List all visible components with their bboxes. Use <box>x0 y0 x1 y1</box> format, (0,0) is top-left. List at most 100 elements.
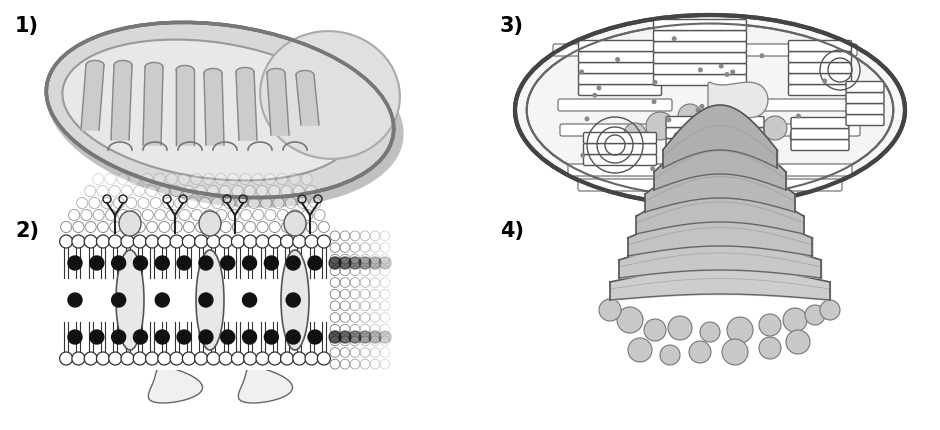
Circle shape <box>350 336 360 346</box>
Circle shape <box>660 345 680 365</box>
Circle shape <box>651 100 656 105</box>
Circle shape <box>370 255 380 264</box>
Circle shape <box>727 317 753 343</box>
Circle shape <box>208 222 219 233</box>
FancyBboxPatch shape <box>846 104 884 115</box>
Circle shape <box>306 222 317 233</box>
FancyBboxPatch shape <box>666 128 764 139</box>
Circle shape <box>269 222 280 233</box>
Circle shape <box>273 198 284 209</box>
Polygon shape <box>239 367 292 403</box>
Circle shape <box>241 210 252 221</box>
Circle shape <box>130 174 140 185</box>
Circle shape <box>672 37 677 42</box>
Circle shape <box>700 322 720 342</box>
FancyBboxPatch shape <box>789 41 852 52</box>
Circle shape <box>150 198 162 209</box>
Ellipse shape <box>281 250 309 350</box>
Circle shape <box>759 337 781 359</box>
Circle shape <box>350 359 360 369</box>
Circle shape <box>248 198 259 209</box>
Circle shape <box>154 174 165 185</box>
Circle shape <box>340 359 350 369</box>
Circle shape <box>380 325 390 334</box>
Circle shape <box>142 210 153 221</box>
FancyBboxPatch shape <box>560 125 672 137</box>
Circle shape <box>380 290 390 299</box>
FancyBboxPatch shape <box>791 129 849 140</box>
Circle shape <box>370 243 380 253</box>
Circle shape <box>294 222 305 233</box>
Circle shape <box>330 336 340 346</box>
Circle shape <box>302 210 313 221</box>
Circle shape <box>350 231 360 241</box>
Circle shape <box>112 256 126 270</box>
Polygon shape <box>267 69 289 136</box>
Circle shape <box>121 236 134 249</box>
Circle shape <box>349 331 361 343</box>
Circle shape <box>298 198 308 209</box>
Circle shape <box>329 331 341 343</box>
Circle shape <box>231 236 244 249</box>
FancyBboxPatch shape <box>666 150 764 161</box>
Circle shape <box>796 114 801 119</box>
Polygon shape <box>176 66 194 146</box>
FancyBboxPatch shape <box>584 133 656 144</box>
Ellipse shape <box>119 212 141 237</box>
Circle shape <box>719 64 724 69</box>
Circle shape <box>360 325 369 334</box>
Circle shape <box>166 174 178 185</box>
FancyBboxPatch shape <box>558 100 672 112</box>
Circle shape <box>163 198 174 209</box>
Circle shape <box>734 114 756 136</box>
Circle shape <box>678 105 702 129</box>
Circle shape <box>208 186 218 197</box>
Circle shape <box>617 307 643 333</box>
Circle shape <box>109 352 121 365</box>
Circle shape <box>260 198 272 209</box>
Circle shape <box>379 331 391 343</box>
Circle shape <box>114 198 124 209</box>
Circle shape <box>286 293 300 307</box>
FancyBboxPatch shape <box>653 43 746 53</box>
Circle shape <box>370 336 380 346</box>
Circle shape <box>71 236 85 249</box>
Circle shape <box>360 243 369 253</box>
Circle shape <box>628 338 652 362</box>
Text: 4): 4) <box>500 221 524 240</box>
FancyBboxPatch shape <box>653 64 746 75</box>
Circle shape <box>232 222 243 233</box>
Circle shape <box>306 236 318 249</box>
Circle shape <box>666 118 671 123</box>
FancyBboxPatch shape <box>578 63 662 74</box>
FancyBboxPatch shape <box>578 41 662 52</box>
Circle shape <box>130 210 141 221</box>
Ellipse shape <box>199 212 221 237</box>
Circle shape <box>207 236 220 249</box>
Ellipse shape <box>284 212 306 237</box>
Circle shape <box>624 124 646 146</box>
Circle shape <box>760 54 764 59</box>
Circle shape <box>712 109 716 114</box>
Circle shape <box>85 352 97 365</box>
FancyBboxPatch shape <box>653 75 746 86</box>
Circle shape <box>380 278 390 288</box>
Circle shape <box>330 313 340 322</box>
Circle shape <box>369 258 381 269</box>
Circle shape <box>97 236 109 249</box>
Circle shape <box>329 258 341 269</box>
Circle shape <box>89 198 100 209</box>
Circle shape <box>196 222 207 233</box>
Circle shape <box>318 352 330 365</box>
Circle shape <box>68 330 82 344</box>
Circle shape <box>360 278 369 288</box>
FancyBboxPatch shape <box>578 74 662 85</box>
Circle shape <box>155 330 169 344</box>
Circle shape <box>196 186 206 197</box>
Circle shape <box>308 256 322 270</box>
Circle shape <box>330 348 340 357</box>
Circle shape <box>243 352 257 365</box>
Circle shape <box>689 341 711 363</box>
Circle shape <box>243 330 257 344</box>
Circle shape <box>179 174 190 185</box>
